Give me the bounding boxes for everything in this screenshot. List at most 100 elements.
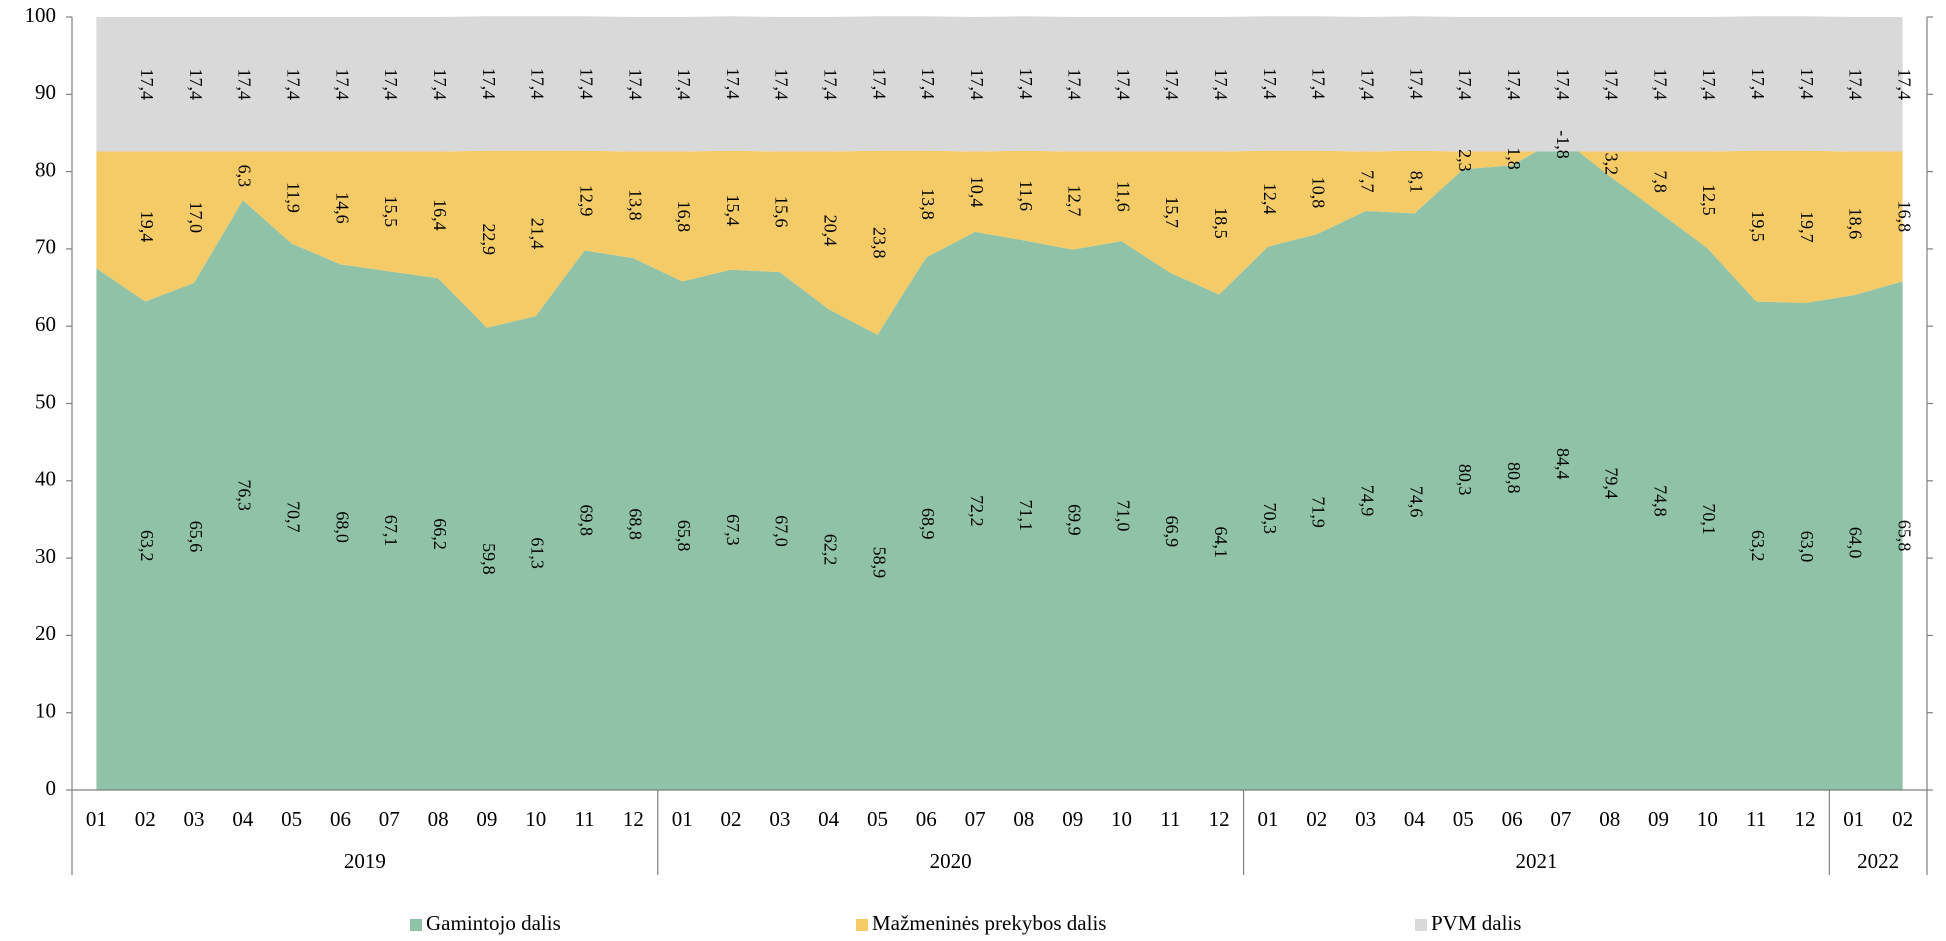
data-label: 66,9 — [1162, 516, 1182, 548]
data-label: 17,4 — [186, 69, 206, 101]
data-label: 15,6 — [772, 196, 792, 228]
y-tick-label: 70 — [35, 235, 56, 259]
x-tick-label: 01 — [1843, 807, 1864, 831]
data-label: 71,9 — [1309, 496, 1329, 528]
x-tick-label: 07 — [1550, 807, 1571, 831]
data-label: 63,2 — [1748, 530, 1768, 562]
data-label: 20,4 — [821, 215, 841, 247]
x-tick-label: 03 — [184, 807, 205, 831]
data-label: 7,8 — [1650, 170, 1670, 193]
y-tick-label: 60 — [35, 312, 56, 336]
data-label: 8,1 — [1406, 171, 1426, 194]
data-label: 17,4 — [137, 69, 157, 101]
x-tick-label: 02 — [721, 807, 742, 831]
data-label: 17,4 — [723, 68, 743, 100]
data-label: 68,8 — [625, 508, 645, 540]
x-tick-label: 10 — [1111, 807, 1132, 831]
data-label: 18,6 — [1846, 208, 1866, 240]
x-tick-label: 05 — [281, 807, 302, 831]
legend-label: Mažmeninės prekybos dalis — [872, 911, 1106, 935]
x-tick-label: 01 — [1257, 807, 1278, 831]
x-tick-label: 12 — [1794, 807, 1815, 831]
x-tick-label: 07 — [379, 807, 400, 831]
data-label: 17,4 — [1211, 69, 1231, 101]
x-tick-label: 02 — [1306, 807, 1327, 831]
y-tick-label: 40 — [35, 467, 56, 491]
data-label: 17,4 — [1846, 69, 1866, 101]
data-label: 67,0 — [772, 515, 792, 547]
data-label: 65,8 — [1894, 520, 1914, 552]
data-label: 17,4 — [1162, 69, 1182, 101]
y-tick-label: 100 — [25, 3, 57, 27]
year-label: 2019 — [344, 849, 386, 873]
data-label: 72,2 — [967, 495, 987, 527]
x-tick-label: 03 — [769, 807, 790, 831]
data-label: 6,3 — [235, 165, 255, 188]
data-label: 65,8 — [674, 520, 694, 552]
data-label: 71,1 — [1016, 499, 1036, 531]
data-label: 17,4 — [332, 69, 352, 101]
data-label: 19,4 — [137, 211, 157, 243]
x-tick-label: 05 — [1453, 807, 1474, 831]
data-label: 17,4 — [772, 69, 792, 101]
legend-marker — [856, 919, 868, 931]
data-label: 12,4 — [1260, 183, 1280, 215]
y-tick-label: 90 — [35, 80, 56, 104]
x-tick-label: 05 — [867, 807, 888, 831]
year-label: 2021 — [1515, 849, 1557, 873]
data-label: 17,4 — [1016, 68, 1036, 100]
data-label: 15,5 — [381, 196, 401, 228]
data-label: 79,4 — [1602, 467, 1622, 499]
x-tick-label: 02 — [1892, 807, 1913, 831]
data-label: 19,7 — [1797, 211, 1817, 243]
data-label: 17,4 — [1894, 69, 1914, 101]
data-label: 17,4 — [479, 68, 499, 100]
data-label: 17,4 — [821, 69, 841, 101]
year-label: 2022 — [1857, 849, 1899, 873]
area — [96, 137, 1903, 790]
data-label: 12,9 — [576, 185, 596, 217]
x-tick-label: 08 — [428, 807, 449, 831]
x-tick-label: 04 — [232, 807, 254, 831]
data-label: 17,4 — [869, 68, 889, 100]
data-label: 11,9 — [284, 182, 304, 213]
area — [96, 137, 1903, 335]
data-label: 17,4 — [625, 69, 645, 101]
year-label: 2020 — [930, 849, 972, 873]
data-label: 67,3 — [723, 514, 743, 546]
data-label: 2,3 — [1455, 149, 1475, 172]
x-tick-label: 01 — [672, 807, 693, 831]
data-label: 16,8 — [1894, 201, 1914, 233]
data-label: 74,8 — [1650, 485, 1670, 517]
data-label: 17,4 — [1406, 68, 1426, 100]
data-label: 7,7 — [1357, 170, 1377, 193]
x-tick-label: 06 — [1502, 807, 1523, 831]
y-tick-label: 80 — [35, 157, 56, 181]
x-tick-label: 11 — [574, 807, 594, 831]
x-tick-label: 07 — [965, 807, 986, 831]
data-label: 65,6 — [186, 521, 206, 553]
y-tick-label: 30 — [35, 544, 56, 568]
data-label: 10,4 — [967, 176, 987, 208]
x-tick-label: 11 — [1746, 807, 1766, 831]
data-label: 68,9 — [918, 508, 938, 540]
data-label: 17,4 — [1309, 68, 1329, 100]
legend-label: PVM dalis — [1431, 911, 1521, 935]
data-label: 61,3 — [528, 537, 548, 569]
y-tick-label: 0 — [46, 776, 57, 800]
x-tick-label: 06 — [330, 807, 351, 831]
data-label: 11,6 — [1113, 181, 1133, 212]
data-label: 80,8 — [1504, 462, 1524, 494]
data-label: 63,2 — [137, 530, 157, 562]
data-label: 17,4 — [284, 69, 304, 101]
data-label: 21,4 — [528, 218, 548, 250]
data-label: 17,4 — [430, 69, 450, 101]
data-label: 70,7 — [284, 501, 304, 533]
data-label: 70,3 — [1260, 503, 1280, 535]
data-label: 17,4 — [235, 69, 255, 101]
data-label: 68,0 — [332, 511, 352, 543]
data-label: 22,9 — [479, 223, 499, 255]
x-tick-label: 01 — [86, 807, 107, 831]
data-label: 17,4 — [1699, 69, 1719, 101]
